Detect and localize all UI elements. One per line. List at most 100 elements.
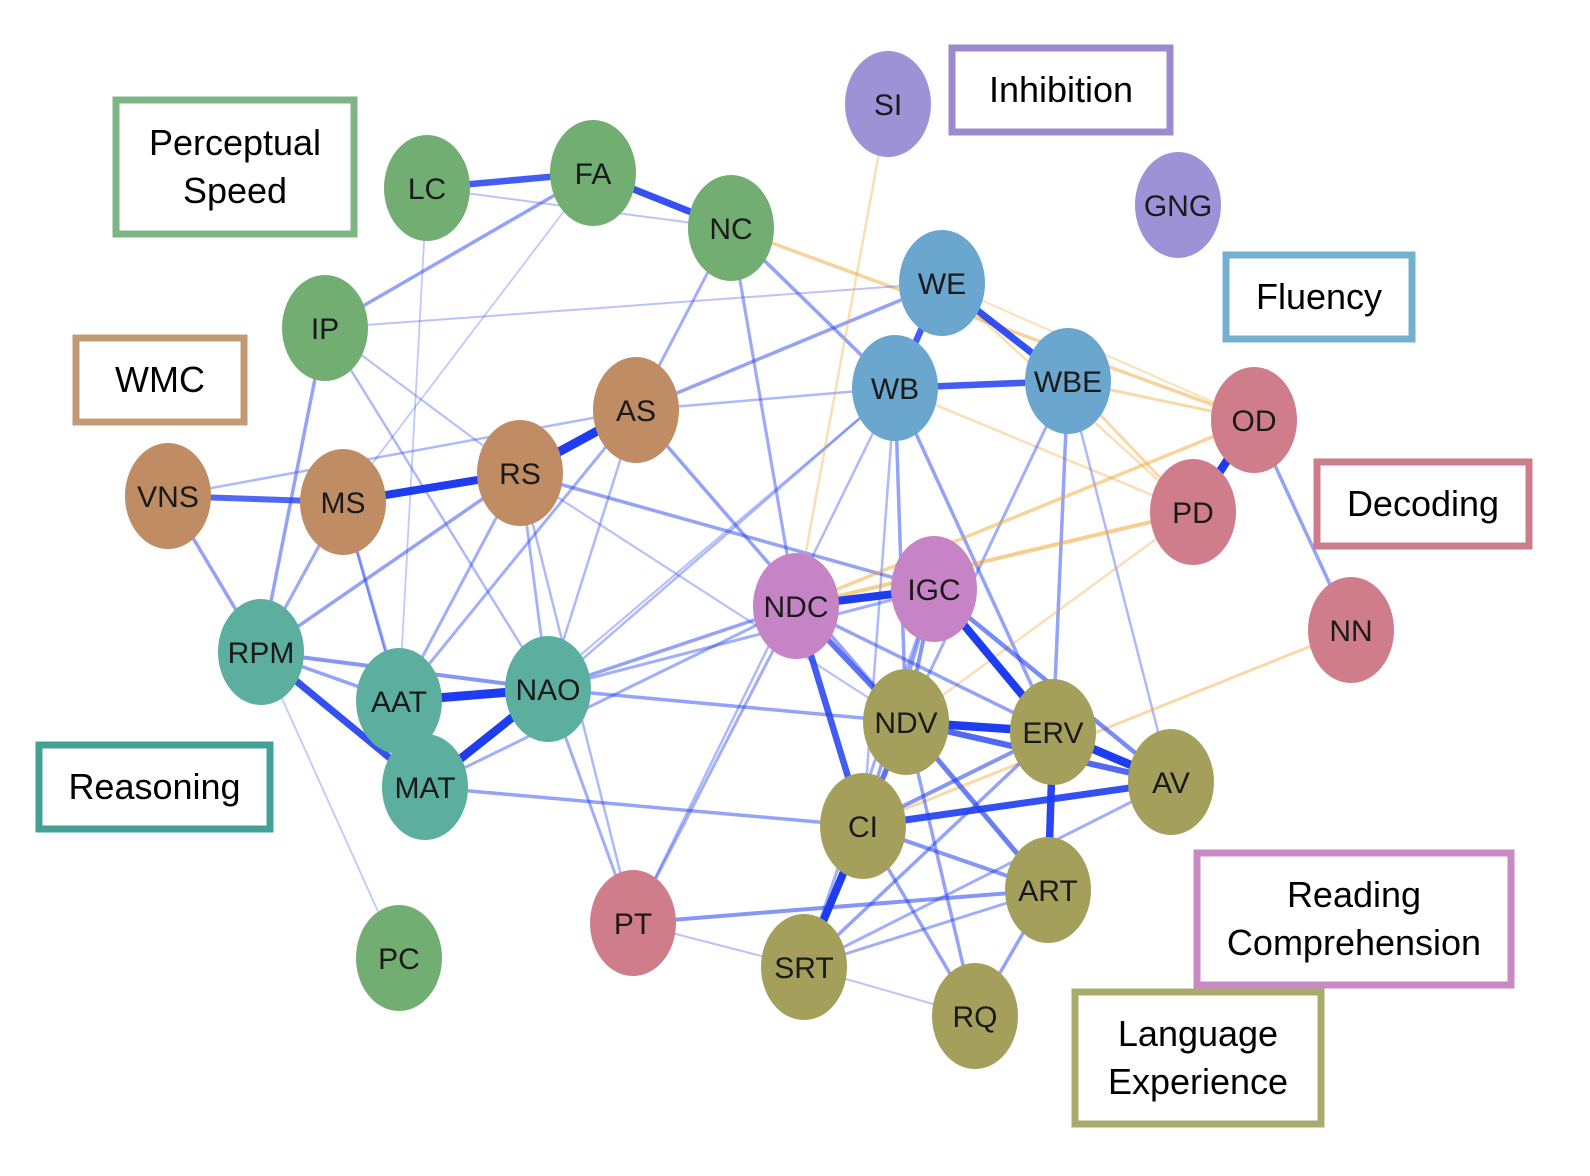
node-pc: PC [356,905,442,1011]
node-circle [891,536,977,642]
node-circle [550,120,636,226]
node-circle [384,135,470,241]
node-art: ART [1005,837,1091,943]
node-circle [1025,328,1111,434]
legend-decoding: Decoding [1313,458,1533,550]
edge-ip-we [324,282,943,329]
edge-art-pt [631,888,1050,925]
node-label: GNG [1144,190,1212,223]
node-label: SI [874,89,902,122]
edge-fa-ip [323,171,595,330]
node-label: NN [1329,615,1372,648]
node-label: AAT [371,686,427,719]
node-circle [852,335,938,441]
node-lc: LC [384,135,470,241]
node-erv: ERV [1010,679,1096,785]
node-label: IGC [907,574,960,607]
edge-mat-ci [423,785,865,828]
node-circle [593,357,679,463]
node-label: RS [499,458,541,491]
node-circle [590,870,676,976]
edge-ndc-erv [794,604,1055,734]
node-aat: AAT [356,648,442,754]
edge-ip-rpm [259,326,327,654]
node-gng: GNG [1135,152,1221,258]
node-label: MAT [394,772,455,805]
node-wb: WB [852,335,938,441]
edge-od-ndc [794,418,1256,608]
node-circle [845,51,931,157]
node-circle [1211,367,1297,473]
legend-reading-comprehension: Reading Comprehension [1193,849,1515,989]
edge-wbe-ndv [904,379,1070,724]
node-circle [1308,577,1394,683]
node-label: RQ [953,1001,998,1034]
edge-nao-ndv [546,687,908,724]
node-layer: LC FA NC IP PC VNS MS RS AS RPM AAT NAO MAT SI GNG WE WB… [125,51,1394,1069]
legend-label: WMC [115,359,205,400]
node-label: PC [378,943,420,976]
node-label: AS [616,395,656,428]
edge-as-we [634,281,944,412]
node-label: VNS [137,481,199,514]
legend-label: Comprehension [1227,922,1481,963]
node-circle [761,914,847,1020]
edge-fa-ms [342,172,594,503]
edge-rs-rpm [259,471,522,654]
legend-label: Decoding [1347,483,1499,524]
node-we: WE [899,230,985,336]
node-pt: PT [590,870,676,976]
node-label: NC [709,213,752,246]
node-rs: RS [477,420,563,526]
node-label: SRT [774,952,833,985]
edge-wb-ndv [893,386,908,724]
node-label: IP [311,313,339,346]
node-circle [820,773,906,879]
node-circle [1005,837,1091,943]
node-si: SI [845,51,931,157]
node-ndv: NDV [863,669,949,775]
node-label: CI [848,811,878,844]
legend-perceptual-speed: Perceptual Speed [112,96,358,238]
node-label: FA [575,158,612,191]
edge-vns-as [166,408,638,498]
node-rpm: RPM [218,599,304,705]
legend-box [1313,458,1533,550]
node-ms: MS [300,449,386,555]
node-ip: IP [282,275,368,381]
legend-label: Perceptual [149,122,321,163]
node-circle [218,599,304,705]
legend-box [1193,849,1515,989]
edge-rs-ndv [518,471,908,724]
edge-as-aat [397,408,638,703]
node-circle [899,230,985,336]
legend-inhibition: Inhibition [948,44,1174,136]
node-label: PT [614,908,652,941]
legend-wmc: WMC [72,334,248,426]
legend-box [1222,251,1416,343]
node-rq: RQ [932,963,1018,1069]
edge-as-wb [634,386,897,412]
node-circle [863,669,949,775]
legend-box [72,334,248,426]
node-srt: SRT [761,914,847,1020]
node-ci: CI [820,773,906,879]
node-label: ERV [1022,717,1083,750]
legend-label: Language [1118,1013,1278,1054]
node-nc: NC [688,175,774,281]
legend-language-experience: Language Experience [1071,988,1325,1128]
edge-av-srt [802,780,1173,969]
node-label: ART [1018,875,1077,908]
node-circle [125,443,211,549]
node-as: AS [593,357,679,463]
node-fa: FA [550,120,636,226]
node-circle [356,905,442,1011]
edge-wb-pt [631,386,897,925]
node-circle [356,648,442,754]
legend-label: Speed [183,170,287,211]
edge-wb-pd [893,386,1195,514]
node-igc: IGC [891,536,977,642]
edge-mat-wb [423,386,897,789]
node-od: OD [1211,367,1297,473]
